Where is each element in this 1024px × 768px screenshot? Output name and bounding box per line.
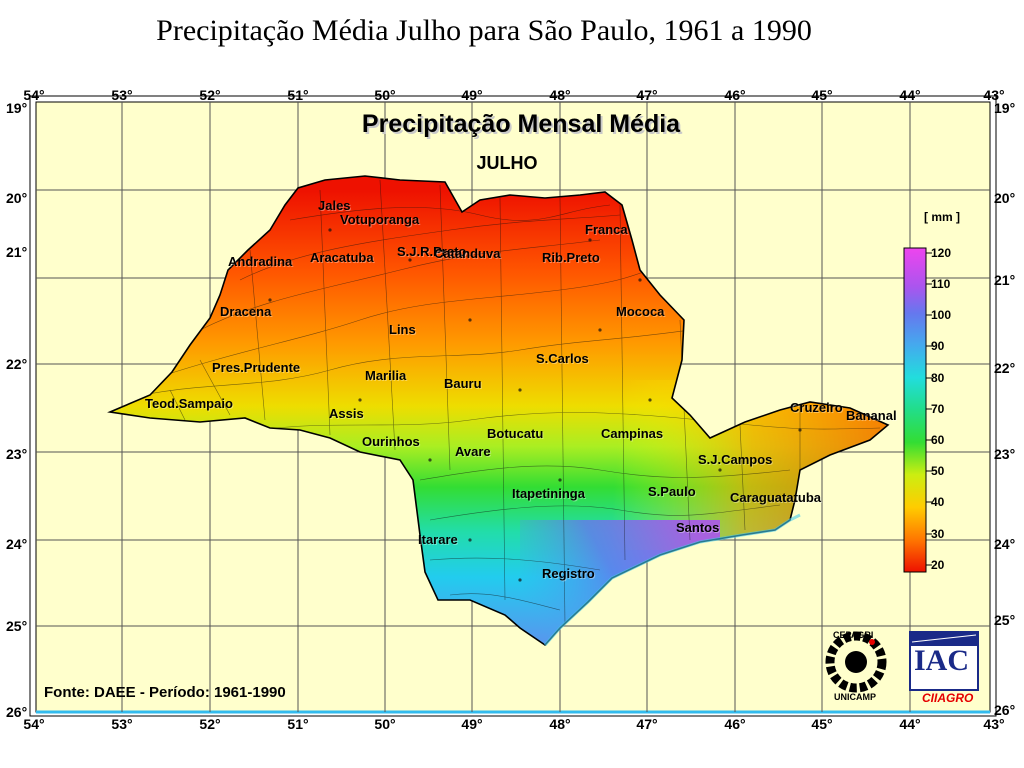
city-label: Mococa — [616, 304, 665, 319]
city-label: Marilia — [365, 368, 407, 383]
legend-tick: 30 — [931, 527, 945, 541]
legend-tick: 120 — [931, 246, 952, 260]
city-label: Bauru — [444, 376, 482, 391]
city-label: S.J.Campos — [698, 452, 773, 467]
iac-logo — [909, 631, 979, 691]
city-label: Pres.Prudente — [212, 360, 301, 375]
legend-unit: [ mm ] — [924, 210, 960, 224]
cepagri-label: CEPAGRI — [833, 630, 874, 640]
city-label: S.Paulo — [648, 484, 696, 499]
legend-tick: 40 — [931, 495, 945, 509]
city-label: Catanduva — [434, 246, 501, 261]
city-label: Caraguatatuba — [730, 490, 822, 505]
city-label: Assis — [329, 406, 364, 421]
ciiagro-label: CIIAGRO — [922, 691, 974, 705]
map-title: Precipitação Mensal Média — [361, 110, 681, 138]
city-label: Cruzeiro — [790, 400, 843, 415]
iac-label: IAC — [914, 644, 970, 677]
map-subtitle: JULHO — [476, 153, 538, 173]
page-title: Precipitação Média Julho para São Paulo,… — [156, 14, 812, 47]
city-label: Bananal — [846, 408, 897, 423]
city-label: Teod.Sampaio — [145, 396, 233, 411]
city-label: S.Carlos — [536, 351, 589, 366]
cepagri-logo — [825, 631, 887, 693]
city-label: Ourinhos — [362, 434, 420, 449]
legend-tick: 80 — [931, 371, 945, 385]
legend-tick: 60 — [931, 433, 945, 447]
city-label: Santos — [676, 520, 720, 535]
city-label: Votuporanga — [340, 212, 420, 227]
city-label: Franca — [585, 222, 628, 237]
city-label: Aracatuba — [310, 250, 374, 265]
unicamp-label: UNICAMP — [834, 692, 876, 702]
legend-tick: 70 — [931, 402, 945, 416]
city-label: Avare — [455, 444, 491, 459]
city-label: Lins — [389, 322, 416, 337]
city-label: S.J.R.Preto — [397, 244, 467, 259]
city-label: Jales — [318, 198, 351, 213]
legend-tick: 110 — [931, 277, 951, 291]
legend-tick: 20 — [931, 558, 945, 572]
legend-tick: 90 — [931, 339, 945, 353]
city-label: Botucatu — [487, 426, 544, 441]
source-note: Fonte: DAEE - Período: 1961-1990 — [44, 684, 286, 701]
city-label: Registro — [542, 566, 595, 581]
legend-tick: 50 — [931, 464, 945, 478]
city-label: Dracena — [220, 304, 272, 319]
city-label: Rib.Preto — [542, 250, 600, 265]
city-label: Campinas — [601, 426, 664, 441]
city-label: Itarare — [418, 532, 458, 547]
city-label: Itapetininga — [512, 486, 585, 501]
legend-tick: 100 — [931, 308, 952, 322]
city-label: Andradina — [228, 254, 293, 269]
